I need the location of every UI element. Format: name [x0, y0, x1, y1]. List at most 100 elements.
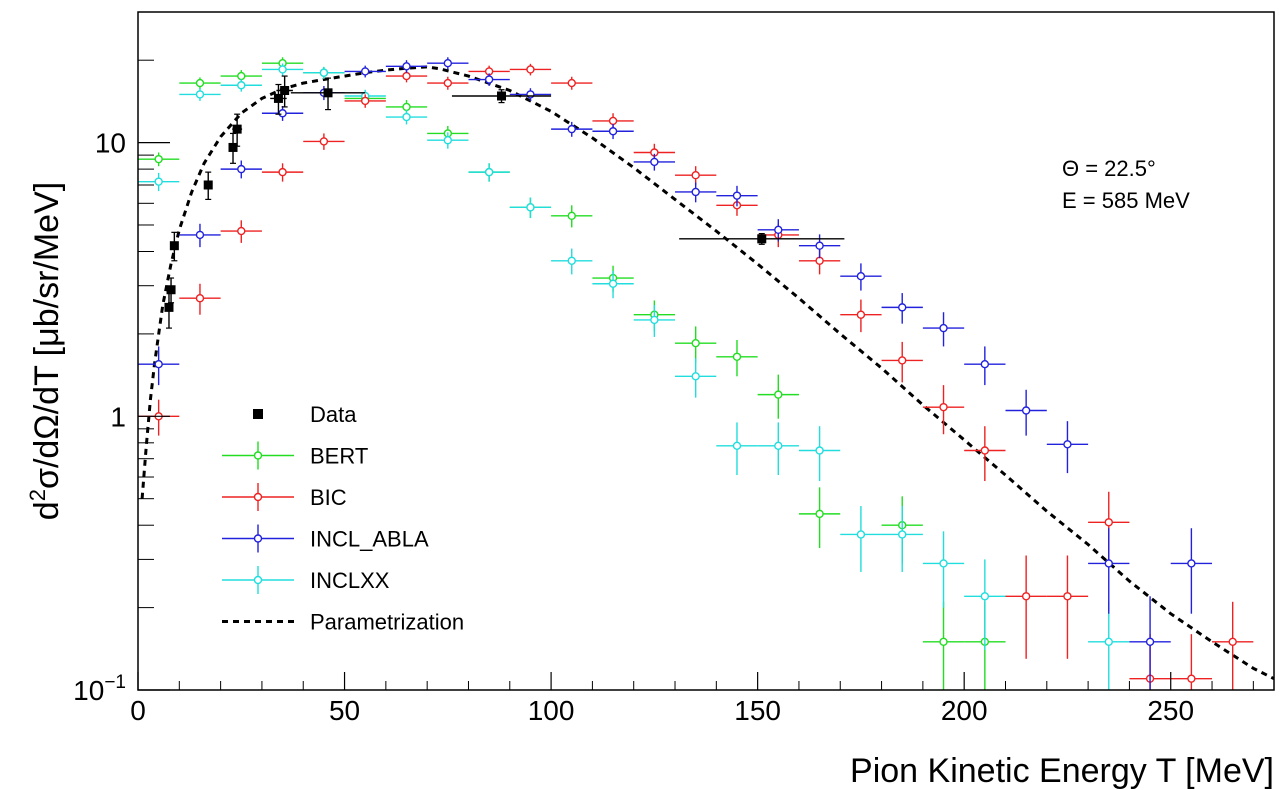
inclxx-marker: [898, 530, 907, 539]
incl-abla-marker: [1187, 559, 1196, 568]
energy-annotation: E = 585 MeV: [1062, 188, 1190, 213]
inclxx-marker: [195, 90, 205, 99]
bic-marker: [1228, 637, 1237, 647]
bic-marker: [980, 446, 990, 455]
inclxx-marker: [443, 136, 453, 145]
legend-label: BERT: [310, 444, 368, 469]
incl-abla-marker: [402, 62, 411, 71]
incl-abla-point: [633, 153, 676, 171]
incl-abla-point: [675, 182, 717, 203]
bic-marker: [691, 171, 700, 180]
bic-marker: [1063, 592, 1072, 601]
bic-marker: [319, 137, 329, 146]
inclxx-point: [716, 422, 758, 476]
bic-point: [179, 283, 221, 315]
incl-abla-point: [964, 346, 1006, 386]
inclxx-point: [303, 66, 345, 79]
bic-point: [1212, 601, 1254, 690]
incl-abla-marker: [361, 67, 370, 76]
data-marker: [273, 93, 283, 103]
bert-point: [675, 326, 717, 363]
incl-abla-marker: [443, 59, 453, 68]
data-point: [290, 77, 366, 111]
inclxx-marker: [939, 559, 948, 568]
incl-abla-marker: [195, 230, 205, 240]
bic-marker: [195, 294, 205, 303]
incl-abla-marker: [567, 124, 576, 134]
data-point: [203, 171, 213, 201]
incl-abla-marker: [898, 303, 907, 312]
inclxx-point: [675, 358, 717, 398]
inclxx-point: [179, 88, 221, 101]
incl-abla-point: [261, 106, 304, 121]
incl-abla-point: [468, 73, 510, 86]
bic-marker: [815, 256, 824, 265]
legend-label: INCLXX: [310, 568, 390, 593]
incl-abla-point: [798, 234, 841, 259]
y-axis-title-rest: σ/dΩ/dT [μb/sr/MeV]: [28, 182, 66, 489]
legend-marker: [253, 409, 263, 419]
legend-marker: [253, 451, 263, 460]
data-marker: [757, 234, 767, 244]
bic-marker: [898, 356, 907, 365]
bic-marker: [361, 96, 370, 106]
legend-label: INCL_ABLA: [310, 527, 429, 552]
inclxx-marker: [650, 315, 659, 325]
bic-point: [427, 76, 469, 90]
inclxx-point: [385, 110, 428, 125]
bert-marker: [402, 102, 411, 112]
data-point: [679, 233, 845, 245]
incl-abla-point: [138, 346, 180, 386]
bic-point: [964, 426, 1006, 482]
bic-marker: [1104, 518, 1113, 527]
incl-abla-marker: [608, 127, 618, 136]
bic-marker: [278, 167, 287, 177]
inclxx-marker: [774, 441, 783, 451]
incl-abla-point: [881, 293, 923, 324]
inclxx-point: [881, 506, 923, 572]
incl-abla-point: [385, 60, 428, 73]
bert-marker: [195, 78, 205, 88]
legend-entry-data: Data: [253, 402, 357, 427]
incl-abla-marker: [526, 90, 535, 99]
inclxx-point: [261, 63, 304, 76]
incl-abla-point: [757, 219, 799, 242]
x-tick-label: 250: [1147, 695, 1194, 726]
legend-marker: [253, 492, 263, 502]
bic-point: [840, 299, 882, 333]
incl-abla-marker: [691, 187, 700, 197]
bic-marker: [402, 71, 411, 81]
data-marker: [203, 180, 213, 190]
incl-abla-marker: [939, 323, 948, 333]
bert-point: [798, 487, 841, 549]
inclxx-marker: [980, 592, 990, 601]
data-point: [164, 289, 174, 329]
bert-point: [138, 152, 180, 167]
inclxx-marker: [484, 167, 494, 177]
bic-point: [881, 341, 923, 383]
data-point: [228, 132, 238, 164]
incl-abla-marker: [980, 360, 990, 369]
legend-entry-incl-abla: INCL_ABLA: [222, 524, 429, 553]
bic-point: [1170, 634, 1213, 690]
bic-marker: [608, 116, 618, 126]
data-point: [276, 75, 293, 108]
x-tick-label: 150: [734, 695, 781, 726]
inclxx-point: [840, 506, 882, 572]
bert-point: [179, 77, 221, 89]
inclxx-marker: [1104, 637, 1113, 647]
bic-marker: [526, 65, 535, 74]
incl-abla-marker: [1145, 637, 1155, 647]
bic-point: [509, 63, 552, 76]
x-tick-label: 100: [528, 695, 575, 726]
legend-label: Parametrization: [310, 610, 464, 635]
inclxx-point: [798, 426, 841, 482]
bic-point: [385, 70, 428, 83]
inclxx-marker: [691, 372, 700, 381]
y-tick-label: 10: [95, 128, 126, 159]
bic-point: [220, 220, 262, 243]
incl-abla-point: [1005, 389, 1047, 436]
incl-abla-point: [592, 123, 634, 140]
bert-marker: [732, 352, 742, 361]
